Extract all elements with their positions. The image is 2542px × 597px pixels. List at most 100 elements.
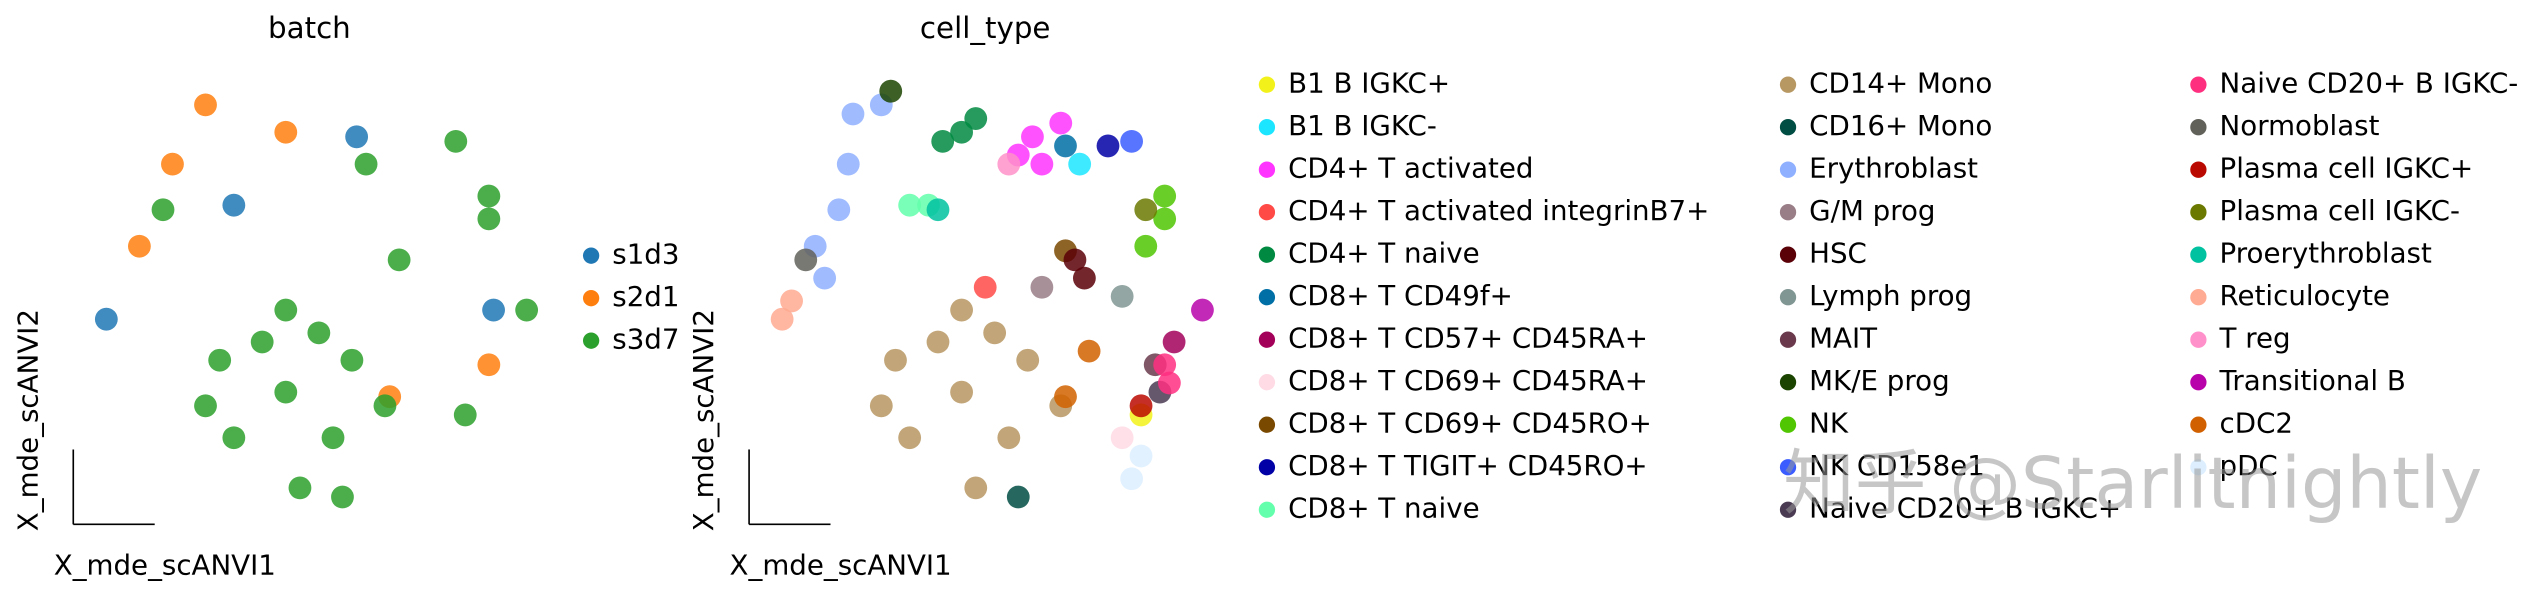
point (477, 207, 501, 231)
point (1110, 426, 1134, 450)
point (1153, 184, 1177, 208)
point (194, 93, 217, 117)
legend-label: CD8+ T TIGIT+ CD45RO+ (1288, 449, 1648, 482)
legend-marker (2190, 331, 2207, 348)
legend-label: CD8+ T CD69+ CD45RA+ (1288, 364, 1648, 397)
legend-marker (1258, 416, 1276, 433)
legend-label: s2d1 (612, 280, 679, 313)
legend-marker (1258, 331, 1276, 348)
legend-marker (1779, 76, 1797, 93)
point (950, 298, 973, 322)
legend-label: CD16+ Mono (1809, 109, 1992, 142)
point (926, 330, 950, 354)
point (973, 275, 997, 299)
legend-label: Normoblast (2220, 109, 2380, 142)
point (387, 248, 411, 272)
legend-marker (582, 290, 600, 307)
legend-label: CD8+ T CD69+ CD45RO+ (1288, 407, 1652, 440)
legend-marker (1779, 246, 1797, 263)
legend-marker (1779, 416, 1797, 433)
legend-marker (1258, 459, 1276, 476)
point (1068, 152, 1092, 176)
point (321, 426, 345, 450)
legend-marker (1779, 501, 1797, 518)
point (1110, 284, 1134, 308)
point (1016, 348, 1040, 372)
point (950, 380, 973, 404)
point (950, 120, 973, 144)
legend-label: CD4+ T activated integrinB7+ (1288, 194, 1709, 227)
legend-marker (2190, 161, 2207, 178)
legend-marker (2190, 374, 2207, 391)
x-axis-label: X_mde_scANVI1 (54, 549, 276, 582)
point (1129, 444, 1153, 468)
point (127, 234, 151, 258)
legend-marker (1258, 501, 1276, 518)
point (1021, 125, 1044, 149)
point (841, 102, 865, 126)
legend-marker (1258, 161, 1276, 178)
legend-label: Naive CD20+ B IGKC- (2220, 67, 2519, 100)
legend-label: CD8+ T CD57+ CD45RA+ (1288, 322, 1648, 355)
legend-marker (2190, 204, 2207, 221)
point (836, 152, 860, 176)
point (1030, 152, 1054, 176)
point (869, 394, 893, 418)
legend-marker (2190, 119, 2207, 136)
legend-label: CD14+ Mono (1809, 67, 1992, 100)
legend-marker (582, 247, 600, 264)
point (1153, 353, 1177, 377)
point (1153, 207, 1177, 231)
legend-label: Reticulocyte (2220, 279, 2390, 312)
legend-label: Naive CD20+ B IGKC+ (1809, 492, 2121, 525)
point (151, 198, 175, 222)
point (1134, 234, 1158, 258)
point (331, 485, 354, 509)
point (827, 198, 851, 222)
legend-marker (1779, 161, 1797, 178)
y-axis-label: X_mde_scANVI2 (11, 309, 44, 531)
point (373, 394, 397, 418)
point (1120, 129, 1144, 153)
point (222, 426, 246, 450)
legend-marker (2190, 416, 2207, 433)
point (482, 298, 505, 322)
legend-label: B1 B IGKC- (1288, 109, 1437, 142)
point (1072, 266, 1096, 290)
point (770, 307, 794, 331)
legend-marker (2190, 289, 2207, 306)
legend-label: s3d7 (612, 323, 679, 356)
point (161, 152, 184, 176)
legend-label: T reg (2219, 322, 2291, 355)
point (274, 298, 298, 322)
point (453, 403, 477, 427)
point (515, 298, 539, 322)
legend-label: NK (1809, 407, 1849, 440)
point (354, 152, 378, 176)
legend-marker (582, 332, 600, 349)
point (477, 353, 501, 377)
point (1134, 198, 1158, 222)
legend-marker (1779, 119, 1797, 136)
point (964, 476, 988, 500)
legend-marker (1258, 76, 1276, 93)
legend-marker (1258, 119, 1276, 136)
point (997, 426, 1021, 450)
point (340, 348, 364, 372)
point (194, 394, 217, 418)
legend-label: Lymph prog (1809, 279, 1972, 312)
legend-label: cDC2 (2220, 407, 2293, 440)
legend-marker (2190, 76, 2207, 93)
point (1006, 485, 1030, 509)
point (444, 129, 468, 153)
point (898, 193, 922, 217)
legend-marker (1258, 289, 1276, 306)
point (983, 321, 1007, 345)
legend-marker (1779, 459, 1797, 476)
panel-title: cell_type (920, 11, 1051, 45)
legend-label: CD8+ T CD49f+ (1288, 279, 1513, 312)
legend-label: s1d3 (612, 238, 679, 271)
point (1049, 111, 1073, 135)
point (1162, 330, 1186, 354)
point (964, 107, 988, 130)
